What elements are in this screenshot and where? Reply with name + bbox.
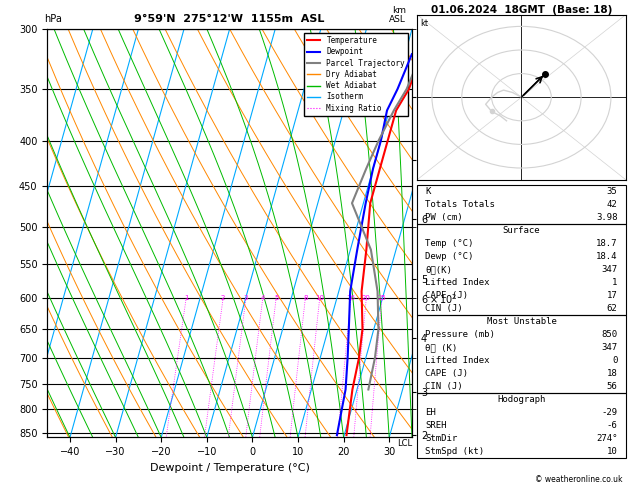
Text: -29: -29 — [601, 408, 618, 417]
Text: 56: 56 — [607, 382, 618, 391]
Text: Pressure (mb): Pressure (mb) — [425, 330, 495, 339]
Text: 0: 0 — [612, 356, 618, 365]
Text: 347: 347 — [601, 265, 618, 274]
Text: Lifted Index: Lifted Index — [425, 356, 490, 365]
Text: Surface: Surface — [503, 226, 540, 235]
Text: 4: 4 — [260, 295, 265, 301]
Text: 5: 5 — [274, 295, 279, 301]
Legend: Temperature, Dewpoint, Parcel Trajectory, Dry Adiabat, Wet Adiabat, Isotherm, Mi: Temperature, Dewpoint, Parcel Trajectory… — [304, 33, 408, 116]
Text: -6: -6 — [607, 421, 618, 430]
Text: Temp (°C): Temp (°C) — [425, 239, 474, 248]
Text: 16: 16 — [347, 295, 355, 301]
Text: 18.4: 18.4 — [596, 252, 618, 261]
Text: Hodograph: Hodograph — [498, 395, 545, 404]
Text: 25: 25 — [377, 295, 386, 301]
Text: 8: 8 — [303, 295, 308, 301]
Text: LCL: LCL — [397, 439, 412, 449]
Text: Totals Totals: Totals Totals — [425, 200, 495, 208]
Text: θᴄ(K): θᴄ(K) — [425, 265, 452, 274]
Text: 1: 1 — [184, 295, 189, 301]
Text: 9°59'N  275°12'W  1155m  ASL: 9°59'N 275°12'W 1155m ASL — [135, 14, 325, 24]
Bar — [417, 185, 626, 224]
Text: 10: 10 — [607, 448, 618, 456]
Text: CAPE (J): CAPE (J) — [425, 291, 469, 300]
Text: StmSpd (kt): StmSpd (kt) — [425, 448, 484, 456]
Text: 20: 20 — [362, 295, 370, 301]
Text: Most Unstable: Most Unstable — [486, 317, 557, 326]
Text: 10: 10 — [315, 295, 324, 301]
Text: PW (cm): PW (cm) — [425, 213, 463, 222]
Text: CAPE (J): CAPE (J) — [425, 369, 469, 378]
Text: 3: 3 — [244, 295, 248, 301]
Text: © weatheronline.co.uk: © weatheronline.co.uk — [535, 474, 623, 484]
Text: CIN (J): CIN (J) — [425, 382, 463, 391]
Text: 2: 2 — [221, 295, 225, 301]
Text: 850: 850 — [601, 330, 618, 339]
Text: Lifted Index: Lifted Index — [425, 278, 490, 287]
Bar — [417, 393, 626, 458]
Text: 1: 1 — [612, 278, 618, 287]
Bar — [417, 224, 626, 315]
X-axis label: Dewpoint / Temperature (°C): Dewpoint / Temperature (°C) — [150, 463, 309, 473]
Text: 18.7: 18.7 — [596, 239, 618, 248]
Text: SREH: SREH — [425, 421, 447, 430]
Text: 62: 62 — [607, 304, 618, 313]
Text: 18: 18 — [607, 369, 618, 378]
Text: km
ASL: km ASL — [389, 6, 406, 24]
Text: 17: 17 — [607, 291, 618, 300]
Text: Dewp (°C): Dewp (°C) — [425, 252, 474, 261]
Text: EH: EH — [425, 408, 436, 417]
Bar — [417, 315, 626, 393]
Text: 35: 35 — [607, 187, 618, 196]
Text: kt: kt — [420, 19, 428, 28]
Text: StmDir: StmDir — [425, 434, 458, 443]
Text: CIN (J): CIN (J) — [425, 304, 463, 313]
Text: 347: 347 — [601, 343, 618, 352]
Text: hPa: hPa — [44, 14, 62, 24]
Text: 42: 42 — [607, 200, 618, 208]
Text: 274°: 274° — [596, 434, 618, 443]
Text: θᴄ (K): θᴄ (K) — [425, 343, 458, 352]
Text: 01.06.2024  18GMT  (Base: 18): 01.06.2024 18GMT (Base: 18) — [431, 5, 612, 15]
Text: 3.98: 3.98 — [596, 213, 618, 222]
Text: K: K — [425, 187, 431, 196]
